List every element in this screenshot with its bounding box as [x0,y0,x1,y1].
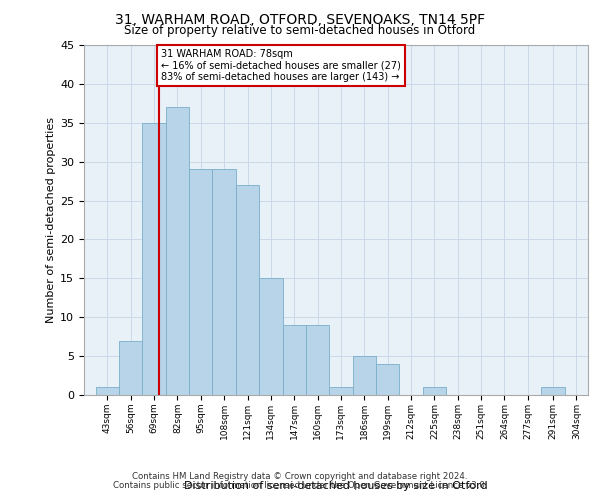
X-axis label: Distribution of semi-detached houses by size in Otford: Distribution of semi-detached houses by … [184,480,488,490]
Bar [95,387,119,395]
Bar [189,170,212,395]
Bar [353,356,376,395]
Bar [376,364,400,395]
Text: Contains HM Land Registry data © Crown copyright and database right 2024.: Contains HM Land Registry data © Crown c… [132,472,468,481]
Bar [259,278,283,395]
Bar [236,185,259,395]
Bar [142,123,166,395]
Bar [119,340,142,395]
Bar [422,387,446,395]
Bar [306,325,329,395]
Text: Contains public sector information licensed under the Open Government Licence v3: Contains public sector information licen… [113,481,487,490]
Y-axis label: Number of semi-detached properties: Number of semi-detached properties [46,117,56,323]
Text: 31 WARHAM ROAD: 78sqm
← 16% of semi-detached houses are smaller (27)
83% of semi: 31 WARHAM ROAD: 78sqm ← 16% of semi-deta… [161,49,401,82]
Text: Size of property relative to semi-detached houses in Otford: Size of property relative to semi-detach… [124,24,476,37]
Text: 31, WARHAM ROAD, OTFORD, SEVENOAKS, TN14 5PF: 31, WARHAM ROAD, OTFORD, SEVENOAKS, TN14… [115,12,485,26]
Bar [283,325,306,395]
Bar [212,170,236,395]
Bar [166,107,189,395]
Bar [329,387,353,395]
Bar [541,387,565,395]
